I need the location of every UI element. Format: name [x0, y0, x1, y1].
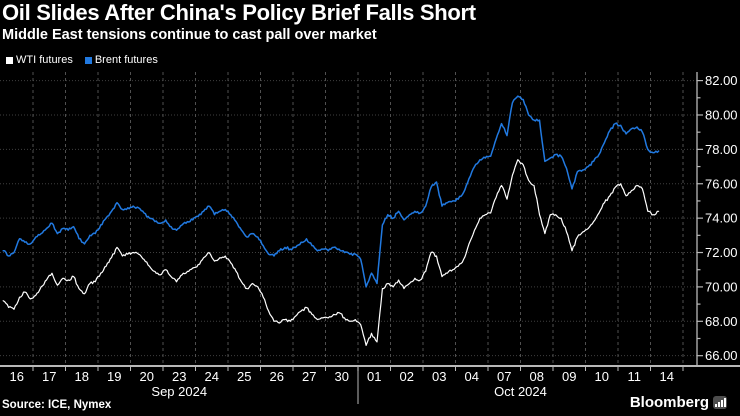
svg-text:25: 25: [237, 369, 251, 384]
brent-swatch-icon: [84, 56, 92, 64]
bloomberg-wordmark: Bloomberg: [629, 394, 709, 411]
bar-chart-icon: [713, 396, 727, 409]
svg-text:18: 18: [75, 369, 89, 384]
svg-text:76.00: 76.00: [705, 176, 738, 191]
svg-text:19: 19: [107, 369, 121, 384]
svg-text:72.00: 72.00: [705, 245, 738, 260]
svg-text:09: 09: [562, 369, 576, 384]
svg-text:08: 08: [530, 369, 544, 384]
svg-text:16: 16: [10, 369, 24, 384]
horizontal-gridlines: [0, 80, 697, 357]
svg-text:02: 02: [400, 369, 414, 384]
chart-subtitle: Middle East tensions continue to cast pa…: [2, 27, 377, 43]
svg-text:14: 14: [660, 369, 674, 384]
source-note: Source: ICE, Nymex: [2, 399, 112, 411]
svg-text:23: 23: [172, 369, 186, 384]
wti-swatch-icon: [6, 56, 13, 64]
svg-text:20: 20: [140, 369, 154, 384]
svg-text:70.00: 70.00: [705, 279, 738, 294]
svg-text:27: 27: [302, 369, 316, 384]
svg-text:80.00: 80.00: [705, 107, 738, 122]
x-axis: 16 17 18 19 20 23 24 25 26 27 30 01 02 03 04 07 08 09 10 11…: [10, 366, 684, 399]
svg-text:26: 26: [270, 369, 284, 384]
svg-text:78.00: 78.00: [705, 142, 738, 157]
svg-text:74.00: 74.00: [705, 211, 738, 226]
svg-text:10: 10: [595, 369, 609, 384]
svg-text:66.00: 66.00: [705, 348, 738, 363]
chart-legend: WTI futures Brent futures: [6, 54, 158, 66]
legend-item-brent: Brent futures: [84, 54, 158, 66]
svg-text:07: 07: [497, 369, 511, 384]
vertical-gridlines: [32, 72, 684, 366]
y-axis: 66.00 68.00 70.00 72.00 74.00 76.00 78.00 80.00…: [697, 73, 738, 363]
svg-text:04: 04: [465, 369, 479, 384]
legend-item-wti: WTI futures: [6, 54, 73, 66]
axis-lines: [0, 72, 740, 367]
svg-text:01: 01: [367, 369, 381, 384]
svg-text:24: 24: [205, 369, 219, 384]
svg-text:82.00: 82.00: [705, 73, 738, 88]
svg-text:68.00: 68.00: [705, 314, 738, 329]
series-line-wti: [2, 159, 660, 346]
svg-text:17: 17: [42, 369, 56, 384]
legend-label-brent: Brent futures: [94, 54, 158, 66]
legend-label-wti: WTI futures: [16, 54, 73, 66]
svg-text:Oct 2024: Oct 2024: [494, 384, 547, 399]
svg-text:03: 03: [432, 369, 446, 384]
svg-text:11: 11: [628, 369, 642, 384]
svg-text:30: 30: [335, 369, 349, 384]
series-line-brent: [2, 95, 660, 288]
chart-title: Oil Slides After China's Policy Brief Fa…: [2, 0, 476, 25]
svg-text:Sep 2024: Sep 2024: [151, 384, 207, 399]
